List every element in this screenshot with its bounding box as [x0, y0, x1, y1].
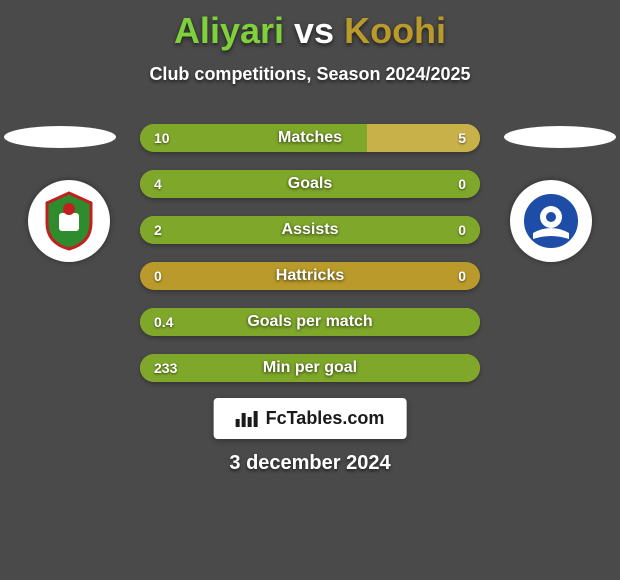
- bar-row: 0.4 Goals per match: [140, 308, 480, 336]
- date-text: 3 december 2024: [229, 452, 390, 475]
- chart-icon: [236, 411, 258, 427]
- title-vs: vs: [294, 10, 334, 51]
- bar-value-right: 5: [458, 130, 466, 146]
- bar-value-left: 10: [154, 130, 170, 146]
- infographic-container: Aliyari vs Koohi Club competitions, Seas…: [0, 0, 620, 580]
- bar-row: 2 0 Assists: [140, 216, 480, 244]
- bar-value-right: 0: [458, 222, 466, 238]
- bar-value-left: 2: [154, 222, 162, 238]
- subtitle: Club competitions, Season 2024/2025: [0, 64, 620, 85]
- player-ellipse-left: [4, 126, 116, 148]
- player-ellipse-right: [504, 126, 616, 148]
- bar-row: 0 0 Hattricks: [140, 262, 480, 290]
- bar-value-left: 0: [154, 268, 162, 284]
- bar-row: 233 Min per goal: [140, 354, 480, 382]
- title-player1: Aliyari: [174, 10, 284, 51]
- comparison-bars: 10 5 Matches 4 0 Goals 2 0 Assists 0 0 Hattricks 0.4…: [140, 124, 480, 400]
- club-logo-left: [28, 180, 110, 262]
- bar-value-right: 0: [458, 176, 466, 192]
- bar-metric-label: Goals: [288, 175, 332, 193]
- bar-row: 4 0 Goals: [140, 170, 480, 198]
- bar-metric-label: Matches: [278, 129, 342, 147]
- title-player2: Koohi: [344, 10, 446, 51]
- bar-metric-label: Assists: [282, 221, 339, 239]
- bar-value-right: 0: [458, 268, 466, 284]
- club-logo-right: [510, 180, 592, 262]
- bar-value-left: 0.4: [154, 314, 173, 330]
- club-crest-right-icon: [519, 189, 583, 253]
- club-crest-left-icon: [37, 189, 101, 253]
- bar-row: 10 5 Matches: [140, 124, 480, 152]
- brand-text: FcTables.com: [266, 408, 385, 429]
- brand-badge: FcTables.com: [214, 398, 407, 439]
- bar-metric-label: Goals per match: [247, 313, 372, 331]
- bar-metric-label: Hattricks: [276, 267, 344, 285]
- bar-value-left: 4: [154, 176, 162, 192]
- bar-metric-label: Min per goal: [263, 359, 357, 377]
- title: Aliyari vs Koohi: [0, 0, 620, 52]
- bar-value-left: 233: [154, 360, 177, 376]
